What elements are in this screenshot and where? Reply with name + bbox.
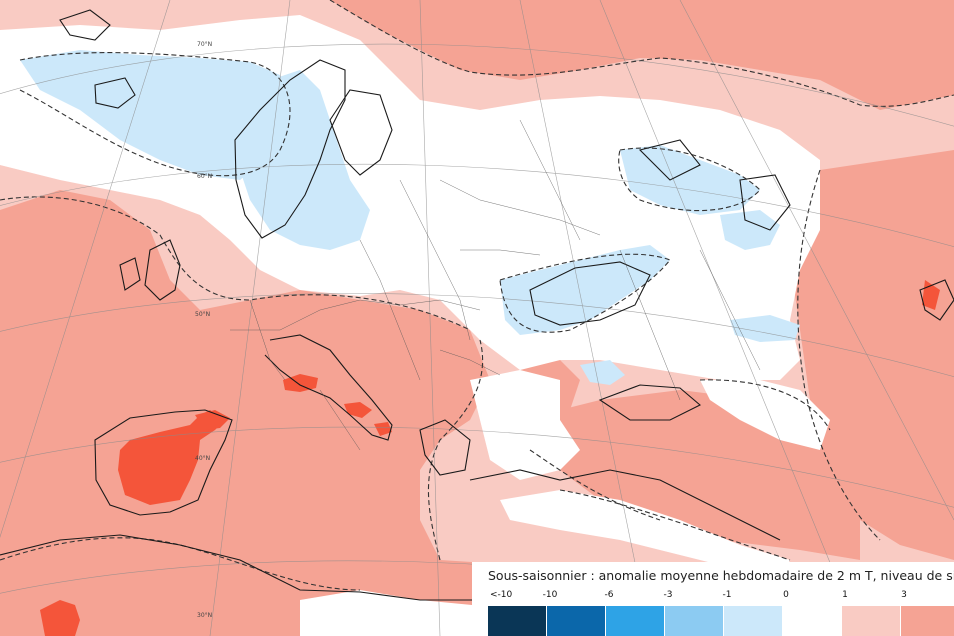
coastlines xyxy=(0,9,954,601)
anomaly-cool-iceland xyxy=(100,80,128,105)
legend-swatch xyxy=(606,606,664,636)
legend-tick-label: 3 xyxy=(901,590,907,600)
anomaly-cool-north-atlantic xyxy=(20,50,290,180)
legend-tick-label: -6 xyxy=(604,590,614,600)
anomaly-strong-warm-africa xyxy=(40,600,80,636)
legend-color-bar xyxy=(488,606,954,636)
lat-label-60n: 60°N xyxy=(197,173,212,180)
anomaly-neutral-turkey-sea xyxy=(500,490,790,580)
legend-swatch xyxy=(783,606,841,636)
lat-label-40n: 40°N xyxy=(195,455,210,462)
anomaly-cool-kazakh xyxy=(720,210,780,250)
anomaly-strong-warm-italy-heel xyxy=(374,422,392,436)
anomaly-neutral-balkans xyxy=(470,370,580,480)
legend-tick-label: -10 xyxy=(542,590,558,600)
legend-tick-label: <-10 xyxy=(490,590,513,600)
legend-swatch xyxy=(842,606,900,636)
latitude-labels: 70°N 60°N 50°N 40°N 30°N xyxy=(195,41,212,619)
anomaly-cool-black-sea-north xyxy=(580,360,625,385)
legend-swatch xyxy=(547,606,605,636)
anomaly-strong-warm-iberia xyxy=(118,410,225,505)
color-legend: Sous-saisonnier : anomalie moyenne hebdo… xyxy=(472,562,954,636)
legend-tick-label: 1 xyxy=(842,590,848,600)
anomaly-neutral-north-africa xyxy=(300,590,472,636)
lat-label-30n: 30°N xyxy=(197,612,212,619)
lat-label-70n: 70°N xyxy=(197,41,212,48)
anomaly-strong-warm-italy-south xyxy=(344,402,372,418)
anomaly-neutral-east xyxy=(700,380,830,450)
anomaly-warm-north-region xyxy=(330,0,954,110)
lat-label-50n: 50°N xyxy=(195,311,210,318)
legend-tick-label: 0 xyxy=(783,590,789,600)
significance-contours xyxy=(0,0,954,591)
legend-swatch xyxy=(488,606,546,636)
legend-tick-label: -3 xyxy=(663,590,673,600)
anomaly-strong-warm-iberia-east xyxy=(195,410,230,430)
legend-swatch xyxy=(724,606,782,636)
anomaly-cool-caspian-north xyxy=(730,315,800,342)
anomaly-cool-ukraine xyxy=(500,245,670,335)
legend-tick-labels: <-10 -10 -6 -3 -1 0 1 3 xyxy=(472,590,954,602)
anomaly-cool-scandinavia xyxy=(230,70,370,250)
legend-swatch xyxy=(665,606,723,636)
legend-tick-label: -1 xyxy=(722,590,732,600)
anomaly-cool-volga xyxy=(620,145,760,215)
anomaly-warm-west-region xyxy=(0,190,490,636)
legend-swatch xyxy=(901,606,954,636)
legend-title: Sous-saisonnier : anomalie moyenne hebdo… xyxy=(488,568,954,583)
country-borders xyxy=(230,119,761,451)
